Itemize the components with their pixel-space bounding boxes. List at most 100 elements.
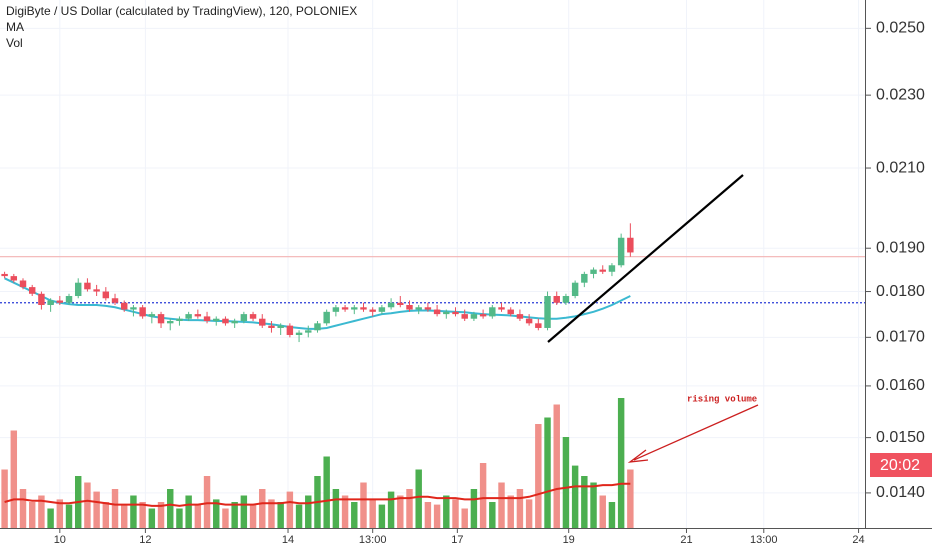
volume-bar (397, 495, 404, 528)
candle-body (38, 293, 45, 306)
countdown: 20:02 (880, 457, 920, 474)
grid (0, 0, 865, 528)
volume-bar (443, 495, 450, 528)
volume-bar (424, 502, 432, 528)
volume-bar (19, 489, 27, 528)
candle-body (295, 332, 303, 335)
candle-body (332, 307, 340, 312)
candle-body (424, 307, 432, 310)
candle-body (268, 325, 275, 328)
volume-bar (525, 499, 533, 528)
volume-bar (56, 499, 64, 528)
volume-bar (203, 476, 211, 528)
candle-body (525, 318, 533, 324)
volume-bar (544, 417, 551, 528)
candle-body (249, 314, 257, 319)
volume-bar (10, 430, 18, 528)
candle-body (157, 314, 165, 324)
candle-body (286, 325, 294, 335)
volume-bar (452, 499, 459, 528)
candle-body (65, 296, 73, 303)
candle-body (277, 325, 284, 328)
candle-body (461, 314, 468, 319)
axes: 0.0250 0.0230 0.0210 0.0190 0.0180 0.0170 0.01… (54, 20, 925, 546)
candle-body (185, 314, 192, 319)
candle-body (571, 282, 579, 297)
candle-body (562, 296, 570, 303)
volume-bar (286, 491, 294, 528)
volume-bar (387, 491, 395, 528)
volume-bar (378, 504, 386, 528)
volume-bar (489, 502, 496, 528)
candle-body (590, 269, 597, 274)
volume-bar (470, 489, 478, 528)
candle-body (470, 314, 478, 319)
x-tick-label: 21 (680, 534, 692, 546)
volume-bar (305, 495, 312, 528)
x-tick-label: 12 (139, 534, 151, 546)
annotation-text: rising volume (687, 394, 757, 404)
trend-line (547, 174, 744, 343)
candle-body (535, 323, 542, 328)
volume-bar (433, 504, 441, 528)
volume-bar (47, 508, 54, 528)
volume-bar (249, 504, 257, 528)
volume-bar (498, 482, 505, 528)
y-tick-label: 0.0180 (876, 283, 925, 300)
y-tick-label: 0.0150 (876, 429, 925, 446)
volume-bar (185, 495, 192, 528)
volume-bar (516, 489, 524, 528)
volume-bar (111, 489, 119, 528)
candle-body (130, 307, 137, 310)
candle-body (599, 269, 606, 272)
candle-body (516, 314, 524, 319)
candle-body (608, 265, 616, 272)
candle-body (194, 314, 202, 317)
indicator-label: MA (6, 20, 24, 34)
candle-body (213, 318, 220, 322)
candle-body (452, 311, 459, 315)
volume-bar (535, 424, 542, 528)
y-tick-label: 0.0230 (876, 86, 925, 103)
volume-bar (617, 398, 625, 528)
candle-body (148, 314, 156, 317)
candle-body (378, 307, 386, 312)
volume-bar (167, 489, 174, 528)
annotation-arrow (633, 404, 759, 461)
candle-body (28, 287, 36, 294)
y-tick-label: 0.0170 (876, 329, 925, 346)
candle-body (507, 309, 514, 315)
candle-body (553, 296, 560, 303)
marks (0, 223, 865, 528)
candle-body (397, 302, 404, 306)
volume-bar (65, 504, 73, 528)
volume-bar (121, 504, 128, 528)
volume-bar (461, 508, 468, 528)
candle-body (10, 276, 18, 281)
volume-bar (341, 495, 349, 528)
volume-bar (323, 456, 330, 528)
candle-body (231, 321, 238, 324)
candle-body (617, 237, 625, 266)
candle-body (121, 302, 128, 310)
x-tick-label: 10 (54, 534, 66, 546)
candle-body (498, 307, 505, 310)
y-tick-label: 0.0140 (876, 484, 925, 501)
volume-bar (590, 482, 597, 528)
volume-bar (571, 465, 579, 528)
candle-body (259, 318, 266, 326)
volume-bar (627, 469, 634, 528)
candle-body (305, 330, 312, 333)
volume-bar (360, 482, 367, 528)
volume-bar (553, 404, 560, 528)
candle-body (19, 280, 27, 288)
volume-bar (240, 495, 248, 528)
candle-body (56, 300, 64, 303)
candle-body (176, 318, 183, 322)
candle-body (139, 307, 146, 317)
candle-body (111, 298, 119, 303)
candle-body (314, 323, 321, 331)
x-tick-label: 13:00 (359, 534, 387, 546)
volume-bar (84, 482, 91, 528)
chart-title: DigiByte / US Dollar (calculated by Trad… (6, 4, 357, 18)
